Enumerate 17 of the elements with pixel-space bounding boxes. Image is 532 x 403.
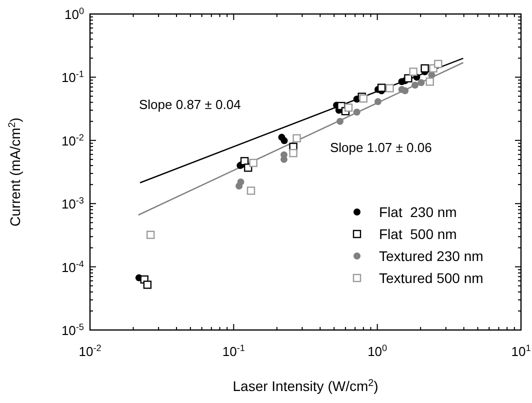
y-tick-label: 10$^{-2}$ [61, 132, 84, 148]
legend-label: Flat 500 nm [379, 226, 457, 242]
legend-label: Textured 500 nm [379, 270, 484, 286]
x-axis-title: Laser Intensity (W/cm$^{2}$) [232, 378, 378, 394]
x-tick-label: 10$^{0}$ [368, 343, 388, 359]
x-tick-label: 10$^{-1}$ [222, 343, 245, 359]
y-tick-label: 10$^{-1}$ [61, 69, 84, 86]
x-tick-label: 10$^{-2}$ [78, 343, 102, 359]
x-tick-label: 10$^{1}$ [511, 343, 531, 359]
y-tick-label: 10$^{0}$ [64, 6, 84, 22]
legend-label: Textured 230 nm [379, 248, 484, 264]
y-tick-label: 10$^{-5}$ [61, 322, 84, 338]
y-tick-label: 10$^{-4}$ [61, 258, 84, 275]
legend-label: Flat 230 nm [379, 204, 457, 220]
y-tick-label: 10$^{-3}$ [61, 196, 84, 212]
annotation: Slope 0.87 ± 0.04 [139, 97, 241, 112]
annotation: Slope 1.07 ± 0.06 [330, 140, 432, 155]
